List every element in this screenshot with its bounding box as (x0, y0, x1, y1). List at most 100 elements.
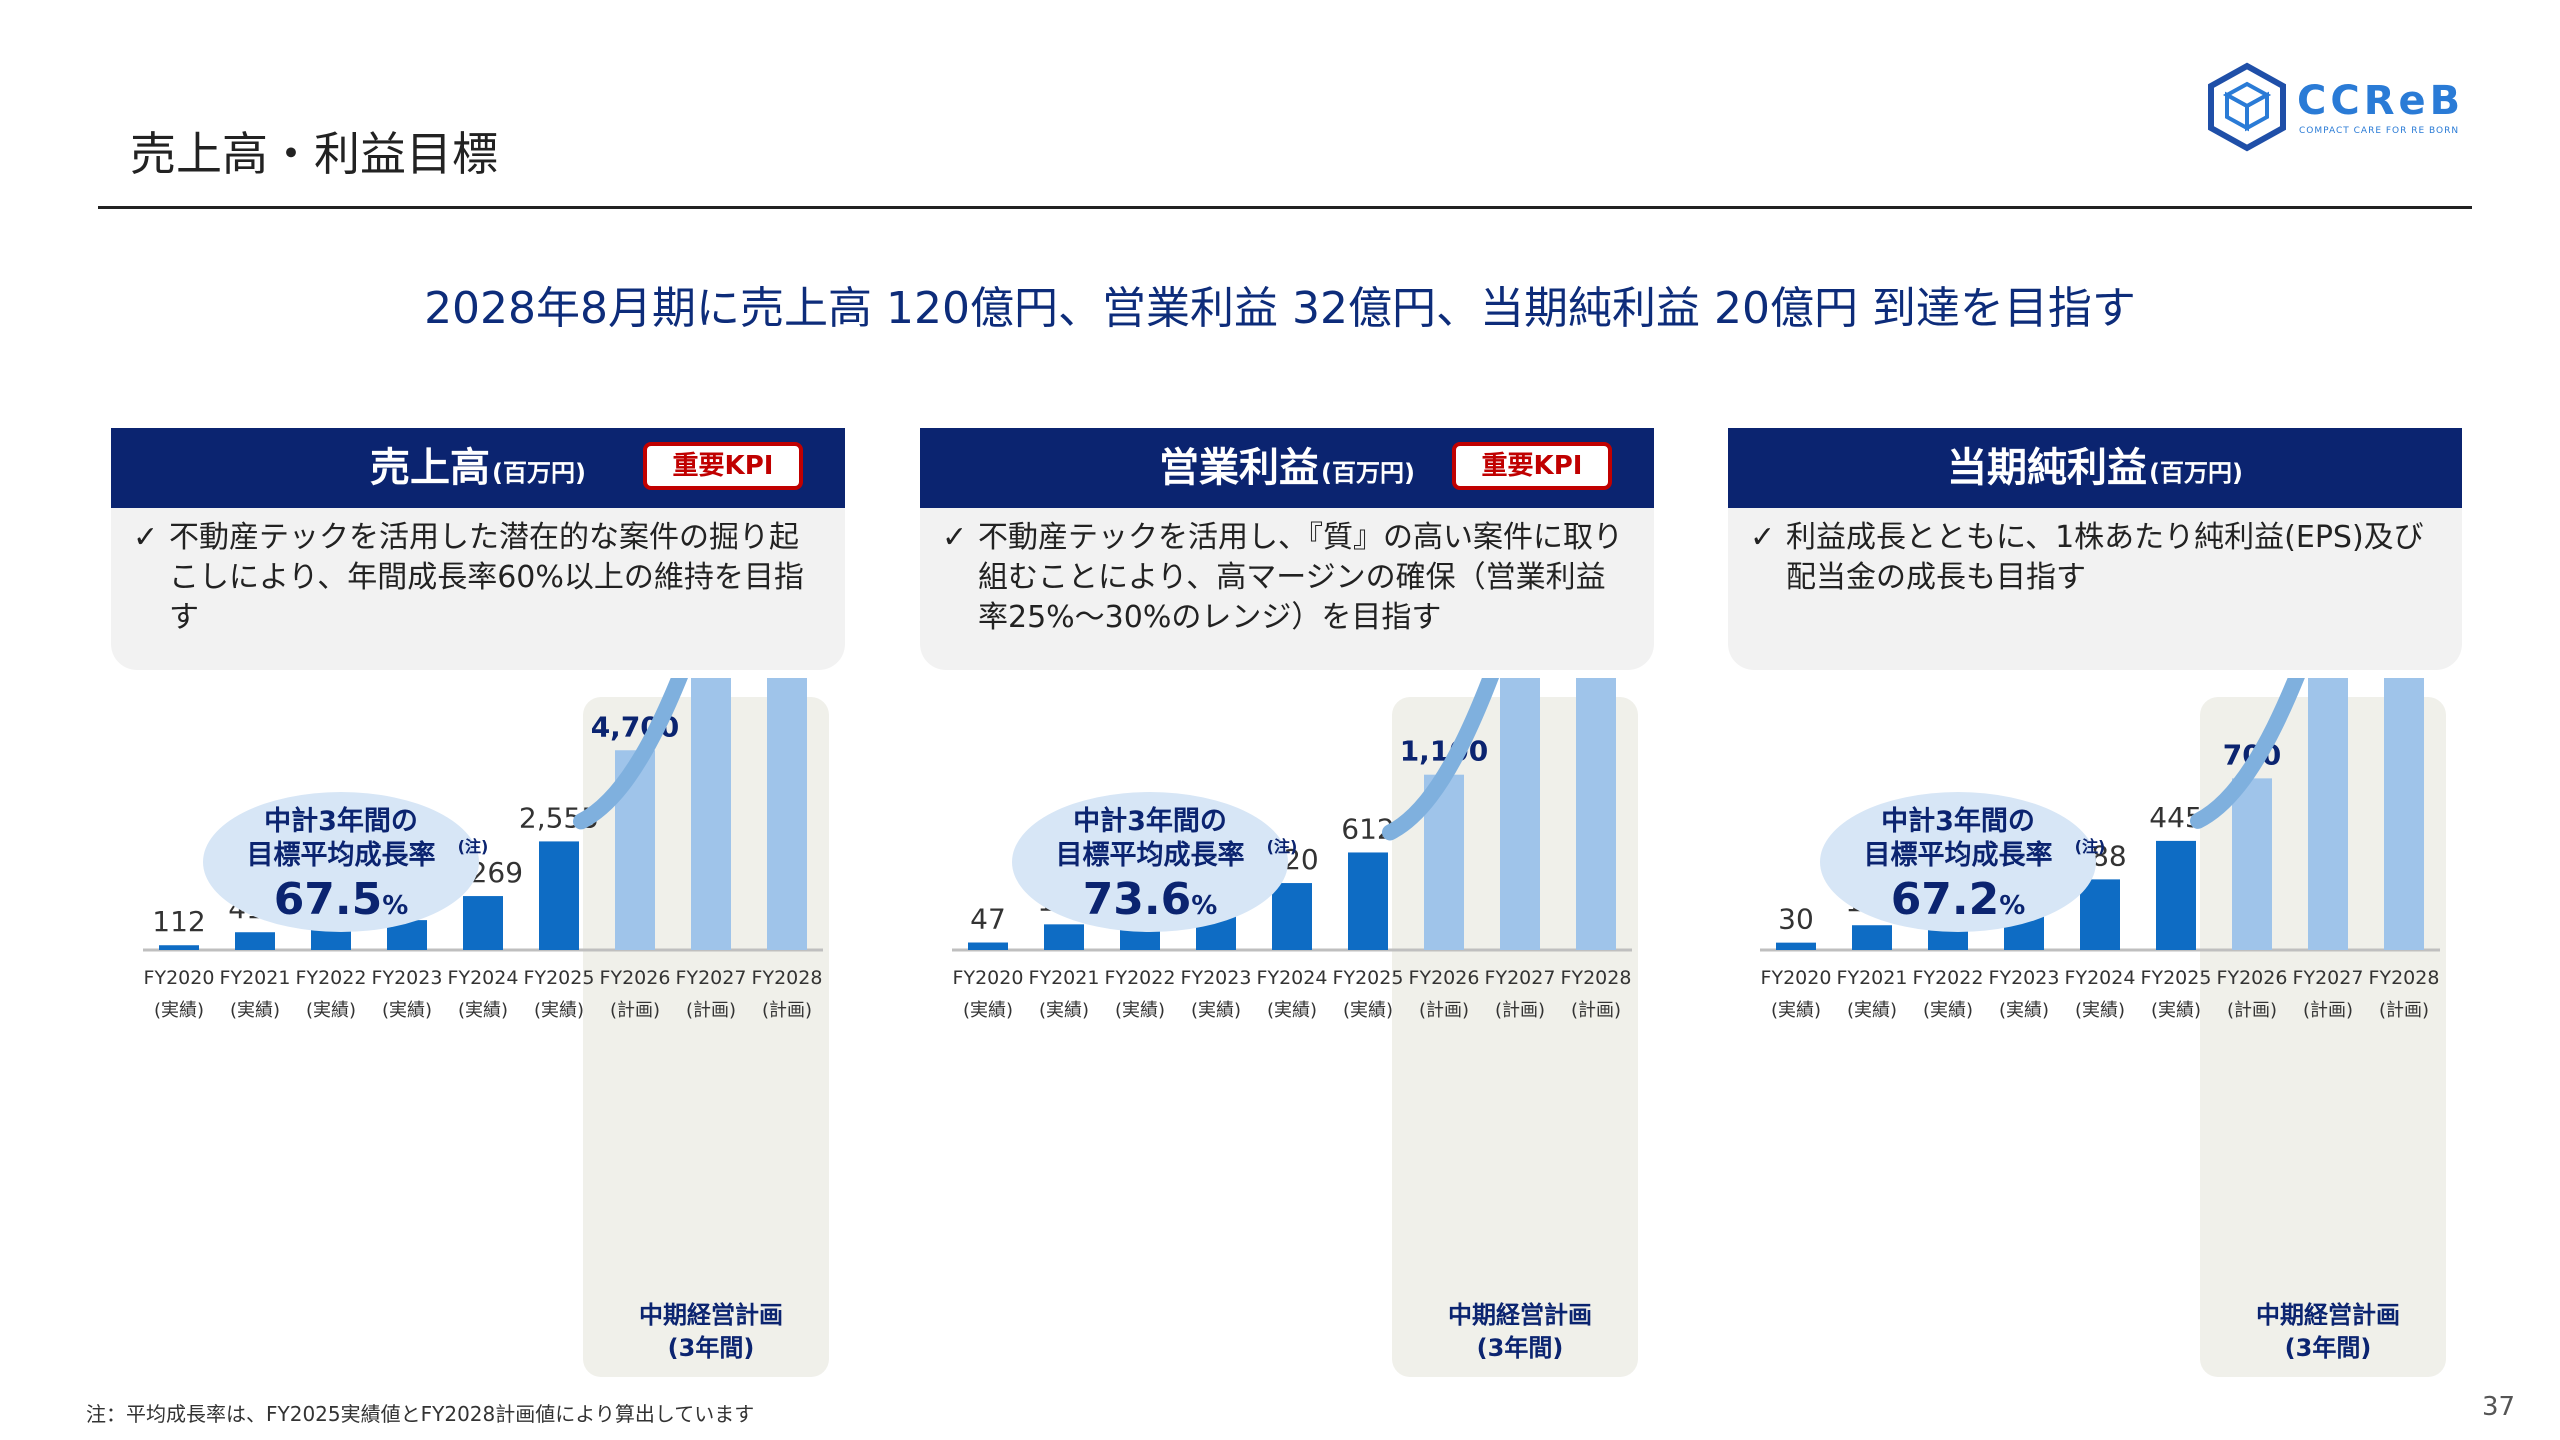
kpi-badge: 重要KPI (1452, 442, 1612, 490)
growth-label: 目標平均成長率 (1864, 839, 2053, 871)
growth-arrow (1382, 678, 1500, 841)
panel-title: 営業利益(百万円) (920, 428, 1654, 508)
bar-fy2025 (539, 841, 579, 950)
growth-label: 中計3年間の (1881, 805, 2035, 837)
x-tick-label: FY2026 (2217, 967, 2288, 989)
description-text: 不動産テックを活用し、『質』の高い案件に取り組むことにより、高マージンの確保（営… (978, 520, 1623, 635)
x-tick-label: FY2027 (1485, 967, 1556, 989)
panel-title: 当期純利益(百万円) (1728, 428, 2462, 508)
growth-note: (注) (458, 837, 489, 856)
plan-label: 中期経営計画 (639, 1301, 783, 1329)
check-icon: ✓ (133, 520, 159, 555)
panel-description: ✓ 利益成長とともに、1株あたり純利益(EPS)及び配当金の成長も目指す (1728, 508, 2462, 670)
growth-rate: 67.5% (274, 874, 409, 925)
growth-rate-unit: % (1191, 891, 1217, 921)
logo-wordmark: CCReB (2297, 78, 2465, 124)
description-text: 利益成長とともに、1株あたり純利益(EPS)及び配当金の成長も目指す (1786, 520, 2424, 595)
x-tick-label: FY2023 (1989, 967, 2060, 989)
bar-fy2024 (2080, 879, 2120, 950)
page-title: 売上高・利益目標 (130, 127, 498, 181)
x-tick-sublabel: (実績) (1999, 1000, 2049, 1021)
bar-fy2027 (1500, 678, 1540, 950)
x-tick-label: FY2023 (1181, 967, 1252, 989)
panel-unit: (百万円) (2149, 459, 2243, 487)
growth-rate-value: 67.5 (274, 874, 383, 925)
check-icon: ✓ (1750, 520, 1776, 555)
panel-title: 売上高(百万円) (111, 428, 845, 508)
x-tick-sublabel: (実績) (1039, 1000, 1089, 1021)
plan-sublabel: (3年間) (1477, 1334, 1564, 1362)
bar-fy2024 (1272, 883, 1312, 950)
description-text: 不動産テックを活用した潜在的な案件の掘り起こしにより、年間成長率60%以上の維持… (169, 520, 804, 635)
x-tick-label: FY2022 (1913, 967, 1984, 989)
panel-revenue: 売上高(百万円) 重要KPI ✓ 不動産テックを活用した潜在的な案件の掘り起こし… (111, 428, 845, 1388)
x-tick-sublabel: (実績) (1267, 1000, 1317, 1021)
growth-rate-ellipse (1820, 792, 2096, 932)
x-tick-label: FY2021 (1029, 967, 1100, 989)
x-tick-sublabel: (計画) (1571, 1000, 1621, 1021)
x-tick-sublabel: (実績) (306, 1000, 356, 1021)
growth-label: 中計3年間の (264, 805, 418, 837)
data-label: 47 (970, 903, 1006, 936)
panel-net-income: 当期純利益(百万円) ✓ 利益成長とともに、1株あたり純利益(EPS)及び配当金… (1728, 428, 2462, 1388)
check-icon: ✓ (942, 520, 968, 555)
x-tick-label: FY2025 (2141, 967, 2212, 989)
x-tick-label: FY2020 (144, 967, 215, 989)
panel-description: ✓ 不動産テックを活用し、『質』の高い案件に取り組むことにより、高マージンの確保… (920, 508, 1654, 670)
panel-title-text: 営業利益 (1159, 445, 1320, 491)
bar-fy2025 (1348, 852, 1388, 950)
x-tick-sublabel: (計画) (2227, 1000, 2277, 1021)
x-tick-sublabel: (実績) (382, 1000, 432, 1021)
bar-fy2027 (691, 678, 731, 950)
plan-label: 中期経営計画 (2256, 1301, 2400, 1329)
x-tick-sublabel: (実績) (1115, 1000, 1165, 1021)
bar-fy2025 (2156, 840, 2196, 950)
x-tick-sublabel: (計画) (2379, 1000, 2429, 1021)
operating-profit-chart: 47FY2020(実績)161FY2021(実績)146FY2022(実績)23… (952, 678, 1638, 1377)
x-tick-label: FY2022 (1105, 967, 1176, 989)
data-label: 30 (1778, 903, 1814, 936)
bar-fy2027 (2308, 678, 2348, 950)
growth-rate: 67.2% (1891, 874, 2026, 925)
x-tick-sublabel: (実績) (534, 1000, 584, 1021)
x-tick-label: FY2026 (1409, 967, 1480, 989)
growth-rate-unit: % (382, 891, 408, 921)
x-tick-sublabel: (実績) (230, 1000, 280, 1021)
x-tick-sublabel: (計画) (762, 1000, 812, 1021)
logo-cube-icon (2208, 62, 2286, 152)
title-divider (98, 206, 2472, 209)
net-income-chart: 30FY2020(実績)101FY2021(実績)98FY2022(実績)163… (1760, 678, 2446, 1377)
growth-arrow (573, 678, 688, 830)
bar-fy2028 (2384, 678, 2424, 950)
bar-fy2022 (1120, 926, 1160, 950)
panel-title-text: 当期純利益 (1947, 445, 2148, 491)
growth-label: 目標平均成長率 (247, 839, 436, 871)
revenue-chart: 112FY2020(実績)418FY2021(実績)515FY2022(実績)7… (143, 678, 829, 1377)
x-tick-sublabel: (実績) (1771, 1000, 1821, 1021)
x-tick-label: FY2023 (372, 967, 443, 989)
x-tick-sublabel: (計画) (1419, 1000, 1469, 1021)
bar-fy2028 (1576, 678, 1616, 950)
footnote: 注：平均成長率は、FY2025実績値とFY2028計画値により算出しています (86, 1402, 755, 1426)
bar-fy2021 (1044, 924, 1084, 950)
data-label: 112 (152, 905, 205, 938)
panel-title-text: 売上高 (370, 445, 491, 491)
headline: 2028年8月期に売上高 120億円、営業利益 32億円、当期純利益 20億円 … (424, 283, 2136, 334)
panel-header: 当期純利益(百万円) (1728, 428, 2462, 508)
panel-description: ✓ 不動産テックを活用した潜在的な案件の掘り起こしにより、年間成長率60%以上の… (111, 508, 845, 670)
x-tick-label: FY2020 (953, 967, 1024, 989)
growth-note: (注) (1267, 837, 1298, 856)
bar-fy2022 (311, 928, 351, 950)
x-tick-label: FY2024 (1257, 967, 1328, 989)
x-tick-sublabel: (実績) (963, 1000, 1013, 1021)
growth-rate-unit: % (1999, 891, 2025, 921)
bar-fy2021 (235, 932, 275, 950)
x-tick-sublabel: (実績) (1191, 1000, 1241, 1021)
x-tick-label: FY2025 (1333, 967, 1404, 989)
plan-label: 中期経営計画 (1448, 1301, 1592, 1329)
x-tick-label: FY2027 (2293, 967, 2364, 989)
logo-tagline: COMPACT CARE FOR RE BORN (2299, 126, 2460, 136)
growth-label: 目標平均成長率 (1056, 839, 1245, 871)
x-tick-sublabel: (実績) (458, 1000, 508, 1021)
bar-fy2020 (1776, 942, 1816, 950)
